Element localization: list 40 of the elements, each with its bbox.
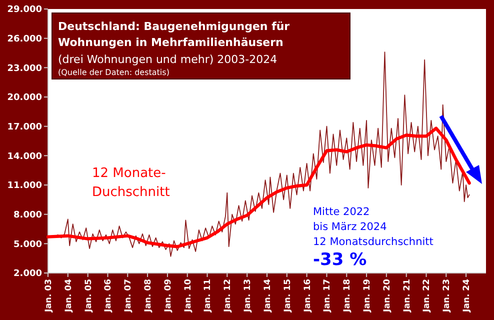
annotation: Mitte 2022 <box>313 206 370 218</box>
x-tick-label: Jan. 24 <box>462 278 472 313</box>
y-tick-label: 14.000 <box>7 152 42 162</box>
x-tick-label: Jan. 23 <box>442 278 452 313</box>
x-tick-label: Jan. 21 <box>402 278 412 313</box>
x-tick-label: Jan. 07 <box>124 278 134 313</box>
x-tick-label: Jan. 06 <box>104 278 114 313</box>
x-tick-label: Jan. 18 <box>342 278 353 313</box>
annotation: (Quelle der Daten: destatis) <box>58 68 170 77</box>
y-tick-label: 29.000 <box>7 5 42 16</box>
x-tick-label: Jan. 20 <box>382 278 392 313</box>
x-tick-label: Jan. 13 <box>243 278 254 313</box>
text: 12 Monate-Duchschnitt <box>92 166 170 200</box>
x-tick-label: Jan. 09 <box>163 278 174 313</box>
x-tick-label: Jan. 03 <box>44 278 54 313</box>
y-tick-label: 8.000 <box>14 210 42 220</box>
x-tick-label: Jan. 17 <box>322 278 333 313</box>
x-tick-label: Jan. 14 <box>262 278 273 313</box>
annotation: bis März 2024 <box>313 221 388 233</box>
y-tick-label: 17.000 <box>7 122 42 132</box>
annotation: 12 Monatsdurchschnitt <box>313 236 434 248</box>
x-tick-label: Jan. 04 <box>64 278 74 313</box>
y-tick-label: 20.000 <box>7 93 42 104</box>
x-tick-label: Jan. 11 <box>203 278 214 313</box>
text: Deutschland: Baugenehmigungen für Wohnungen in Mehrfamilienhäusern <box>58 20 290 49</box>
x-tick-label: Jan. 15 <box>282 278 293 313</box>
y-tick-label: 11.000 <box>7 181 42 192</box>
x-tick-label: Jan. 05 <box>84 278 94 313</box>
y-tick-label: 23.000 <box>7 64 42 74</box>
y-tick-label: 26.000 <box>7 34 42 44</box>
y-tick-label: 2.000 <box>14 269 42 280</box>
x-tick-label: Jan. 16 <box>302 278 313 313</box>
x-tick-label: Jan. 10 <box>183 278 194 313</box>
text: (drei Wohnungen und mehr) 2003-2024 <box>58 53 278 66</box>
x-tick-label: Jan. 12 <box>223 278 234 313</box>
x-tick-label: Jan. 08 <box>144 278 154 313</box>
y-tick-label: 5.000 <box>14 240 42 250</box>
annotation: -33 % <box>313 250 367 270</box>
x-tick-label: Jan. 19 <box>362 278 372 313</box>
x-tick-label: Jan. 22 <box>422 278 432 313</box>
